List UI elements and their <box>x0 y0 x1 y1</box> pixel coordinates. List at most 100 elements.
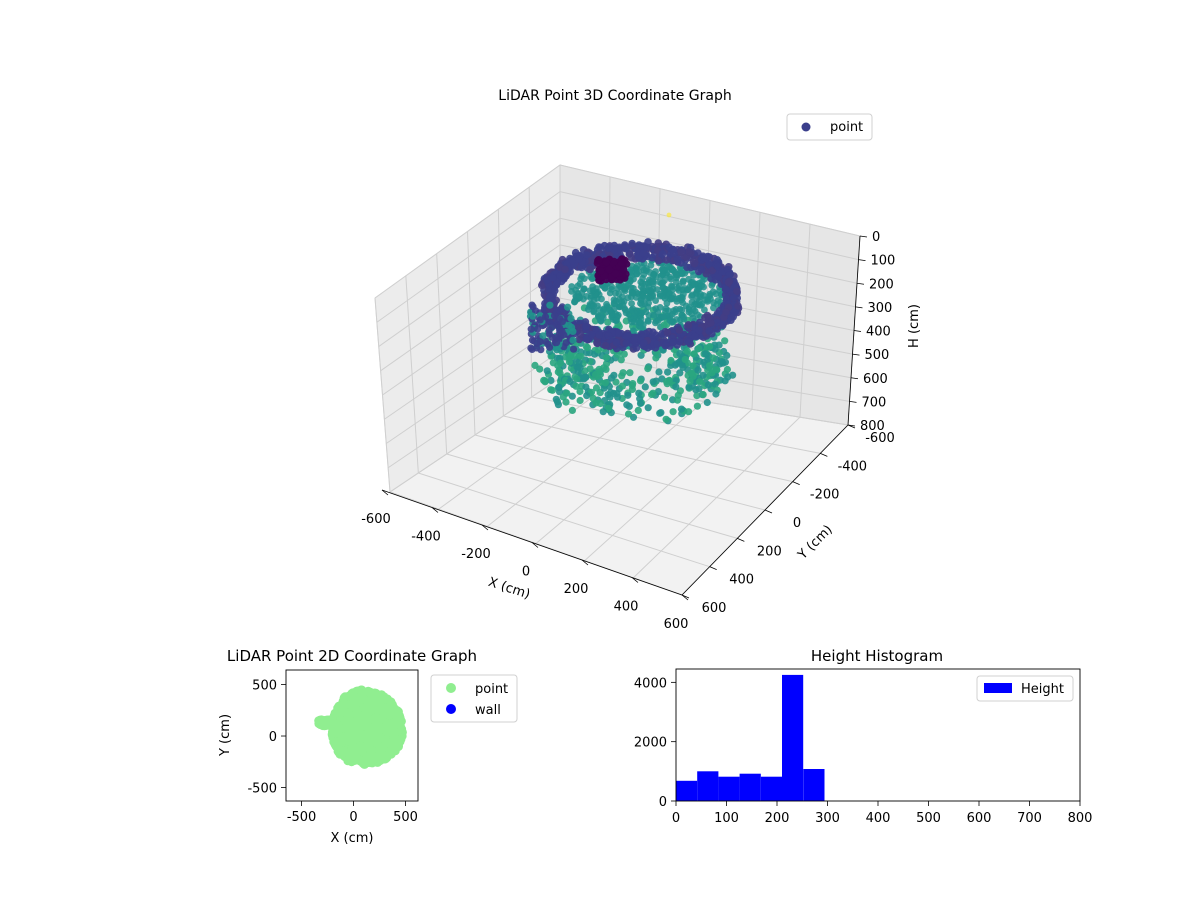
point-3d-floor <box>637 300 644 307</box>
x-tick-mark <box>631 577 639 583</box>
grid-h-right <box>559 191 859 261</box>
point-3d-low <box>549 359 557 367</box>
point-3d-wall <box>683 263 691 272</box>
point-3d-low <box>695 344 703 353</box>
point-3d-low <box>548 386 557 394</box>
point-3d-low <box>600 384 608 392</box>
point-3d-wall <box>623 331 632 340</box>
point-3d-low <box>543 367 551 375</box>
point-3d-floor <box>575 294 583 301</box>
point-3d-low <box>576 364 584 372</box>
point-3d-low <box>628 381 636 390</box>
point-3d-low <box>723 365 732 374</box>
point-2d <box>361 719 371 728</box>
point-3d-dark <box>605 265 614 274</box>
point-3d-low <box>536 365 544 373</box>
point-3d-low <box>618 382 627 390</box>
point-3d-wall <box>685 338 693 346</box>
h-tick-label: 700 <box>862 395 887 410</box>
point-3d-low <box>654 388 663 396</box>
point-3d-wall <box>669 338 677 347</box>
hist-bar <box>697 771 719 801</box>
point-3d-floor <box>660 267 667 274</box>
x-tick-mark <box>381 489 389 496</box>
point-3d-wall <box>605 243 614 252</box>
point-3d-wall <box>634 253 643 262</box>
point-3d-low <box>701 350 710 358</box>
point-3d-low <box>552 395 560 403</box>
legend-2d-wall-label: wall <box>475 703 501 718</box>
point-3d-wall <box>694 249 702 257</box>
point-3d-low <box>583 392 591 400</box>
hist-bar <box>739 773 761 801</box>
x-tick-label-2d: -500 <box>287 810 317 825</box>
point-3d-floor <box>696 297 703 305</box>
point-3d-floor <box>652 319 659 327</box>
point-3d-low <box>705 362 714 370</box>
point-3d-floor <box>701 306 708 314</box>
point-3d-floor <box>635 318 642 325</box>
point-3d-protrusion <box>529 312 537 320</box>
plot-2d-title: LiDAR Point 2D Coordinate Graph <box>227 647 477 665</box>
point-3d-floor <box>664 289 672 297</box>
point-3d-wall <box>729 293 738 302</box>
hist-title: Height Histogram <box>811 647 943 665</box>
point-3d-floor <box>622 309 630 317</box>
hist-y-tick-label: 0 <box>659 795 667 810</box>
point-3d-wall <box>661 341 670 350</box>
y-tick-label: 200 <box>757 544 782 559</box>
point-3d-floor <box>666 317 674 324</box>
point-3d-low <box>620 350 628 358</box>
h-tick-mark <box>853 330 862 332</box>
point-3d-low <box>580 374 588 382</box>
legend-hist-box <box>976 675 1074 702</box>
point-3d-wall <box>588 330 596 339</box>
point-3d-floor <box>596 306 603 314</box>
point-3d-outlier <box>666 212 672 218</box>
point-3d-floor <box>650 271 658 278</box>
point-3d-low <box>586 365 594 373</box>
point-3d-low <box>568 392 576 400</box>
point-3d-low <box>721 337 729 345</box>
point-3d-wall <box>582 251 591 259</box>
point-3d-wall <box>561 265 569 274</box>
point-3d-wall <box>705 313 713 322</box>
point-3d-low <box>624 410 633 418</box>
point-3d-low <box>723 351 731 360</box>
point-3d-low <box>641 383 649 391</box>
point-3d-low <box>635 389 643 397</box>
point-3d-low <box>704 381 712 389</box>
point-3d-low <box>636 399 645 407</box>
point-3d-wall <box>727 316 735 325</box>
h-tick-label: 300 <box>868 301 893 316</box>
x-tick-mark <box>431 507 439 513</box>
h-axis-label-3d: H (cm) <box>907 304 922 348</box>
point-3d-low <box>619 369 627 377</box>
point-3d-low <box>624 391 632 399</box>
point-3d-floor <box>672 272 680 279</box>
hist-bar <box>676 780 698 801</box>
y-axis-label-2d: Y (cm) <box>218 714 233 757</box>
point-3d-low <box>582 343 590 351</box>
point-3d-floor <box>645 288 652 295</box>
point-3d-low <box>568 406 577 414</box>
point-cloud-3d <box>526 212 743 425</box>
grid-y-floor <box>503 415 793 483</box>
hist-bar <box>782 674 804 801</box>
point-3d-low <box>681 355 689 364</box>
plot-3d: LiDAR Point 3D Coordinate Graph -600 -400… <box>361 88 922 632</box>
point-3d-low <box>699 371 707 379</box>
point-3d-wall <box>643 243 651 252</box>
point-3d-dark <box>611 269 620 278</box>
point-2d <box>385 710 395 720</box>
h-tick-label: 200 <box>869 277 894 292</box>
point-3d-low <box>634 406 642 414</box>
point-3d-protrusion <box>533 339 541 347</box>
point-3d-dark <box>617 259 626 268</box>
point-3d-low <box>629 327 637 335</box>
point-3d-low <box>576 387 584 396</box>
point-3d-low <box>604 404 613 412</box>
point-2d <box>366 746 376 756</box>
legend-hist: Height <box>976 675 1074 702</box>
point-3d-low <box>661 393 669 401</box>
